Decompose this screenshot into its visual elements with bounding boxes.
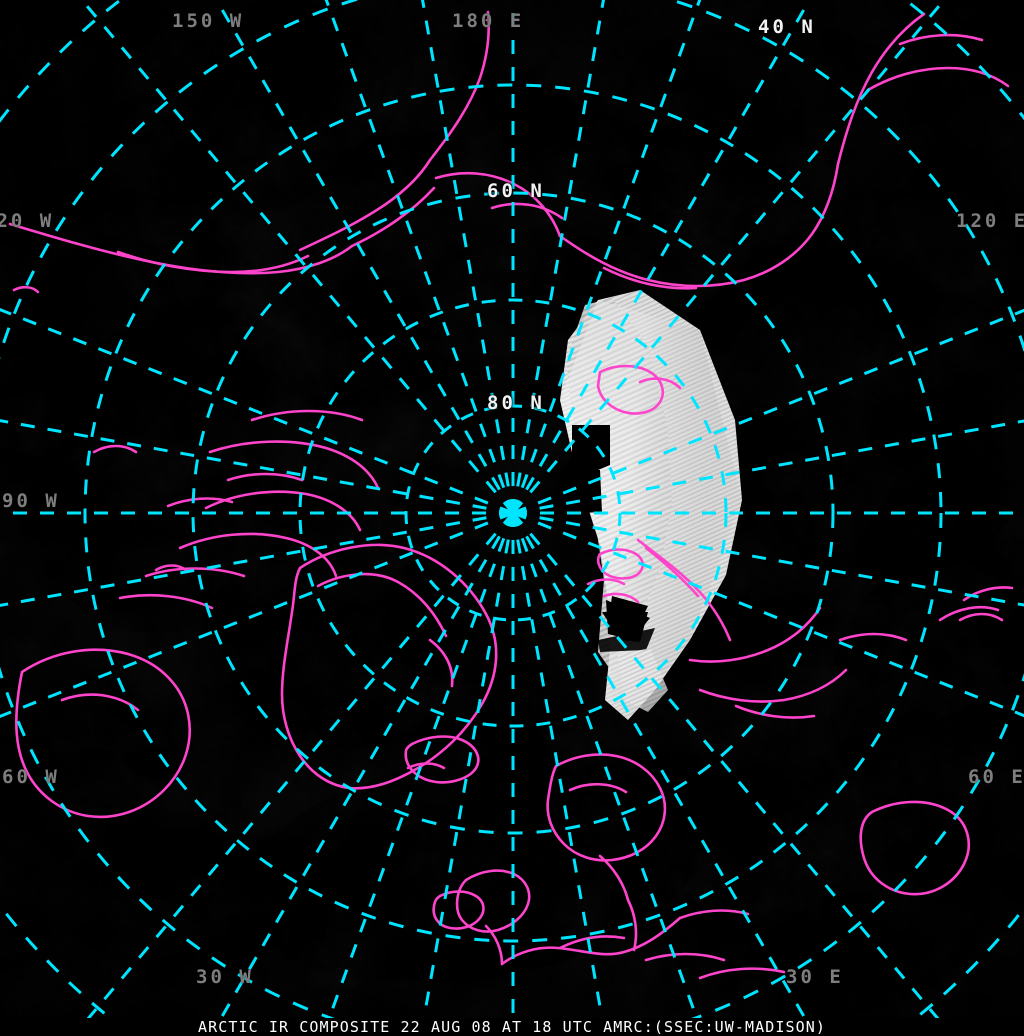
caption-text: ARCTIC IR COMPOSITE 22 AUG 08 AT 18 UTC … (197, 1018, 827, 1036)
caption-bar: ARCTIC IR COMPOSITE 22 AUG 08 AT 18 UTC … (0, 1018, 1024, 1036)
grid-label-lon-30e: 30 E (786, 966, 844, 988)
grid-label-lon-120e: 120 E (956, 210, 1024, 232)
grid-label-lat-80n: 80 N (487, 392, 545, 414)
grid-label-lon-30w: 30 W (196, 966, 254, 988)
grid-label-lon-180e: 180 E (452, 10, 525, 32)
grid-label-lon-120w: 120 W (0, 210, 55, 232)
grid-label-lon-90w: 90 W (2, 490, 60, 512)
grid-label-lon-60e: 60 E (968, 766, 1024, 788)
grid-label-lon-60w: 60 W (2, 766, 60, 788)
grid-label-lon-150w: 150 W (172, 10, 245, 32)
grid-label-lat-40n: 40 N (758, 16, 816, 38)
grid-label-lat-60n: 60 N (487, 180, 545, 202)
